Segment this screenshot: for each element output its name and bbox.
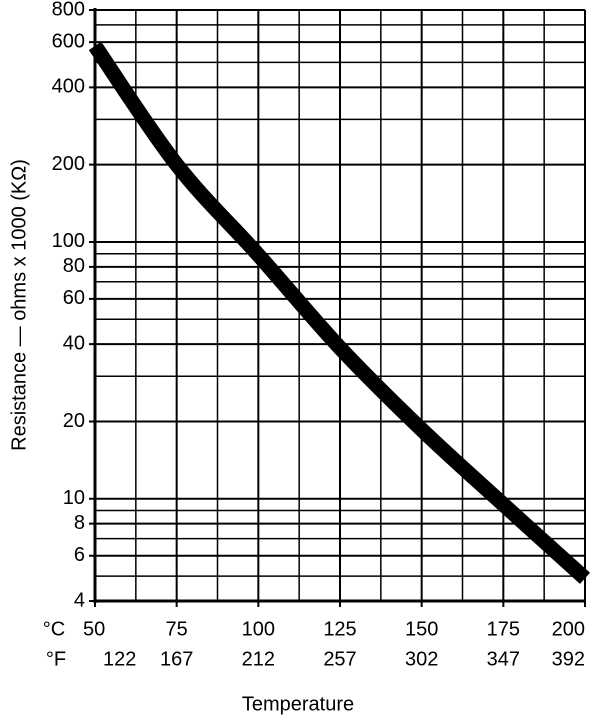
- x-tick-label-secondary: 212: [242, 648, 275, 670]
- y-tick-label: 20: [63, 410, 85, 432]
- y-tick-label: 10: [63, 487, 85, 509]
- x-tick-label-secondary: 257: [323, 648, 356, 670]
- x-tick-label-secondary: 122: [103, 648, 136, 670]
- y-tick-label: 100: [52, 230, 85, 252]
- x-tick-label: 125: [323, 618, 356, 640]
- x-row-label: °F: [46, 648, 66, 670]
- x-tick-label: 50: [83, 618, 105, 640]
- y-axis-label: Resistance — ohms x 1000 (KΩ): [8, 159, 30, 451]
- x-tick-label: 150: [405, 618, 438, 640]
- x-tick-label-secondary: 302: [405, 648, 438, 670]
- x-tick-label-secondary: 392: [552, 648, 585, 670]
- x-tick-label: 200: [552, 618, 585, 640]
- y-tick-label: 400: [52, 76, 85, 98]
- y-tick-label: 800: [52, 0, 85, 20]
- x-axis-label: Temperature: [242, 693, 354, 715]
- y-tick-label: 8: [74, 512, 85, 534]
- curve: [88, 41, 591, 584]
- y-tick-label: 60: [63, 287, 85, 309]
- y-tick-label: 200: [52, 153, 85, 175]
- y-tick-label: 6: [74, 544, 85, 566]
- y-tick-label: 80: [63, 255, 85, 277]
- y-tick-label: 4: [74, 589, 85, 611]
- x-tick-label-secondary: 167: [160, 648, 193, 670]
- x-tick-label-secondary: 347: [487, 648, 520, 670]
- x-tick-label: 100: [242, 618, 275, 640]
- x-tick-label: 175: [487, 618, 520, 640]
- y-tick-label: 40: [63, 332, 85, 354]
- x-row-label: °C: [43, 618, 65, 640]
- x-tick-label: 75: [166, 618, 188, 640]
- y-tick-label: 600: [52, 30, 85, 52]
